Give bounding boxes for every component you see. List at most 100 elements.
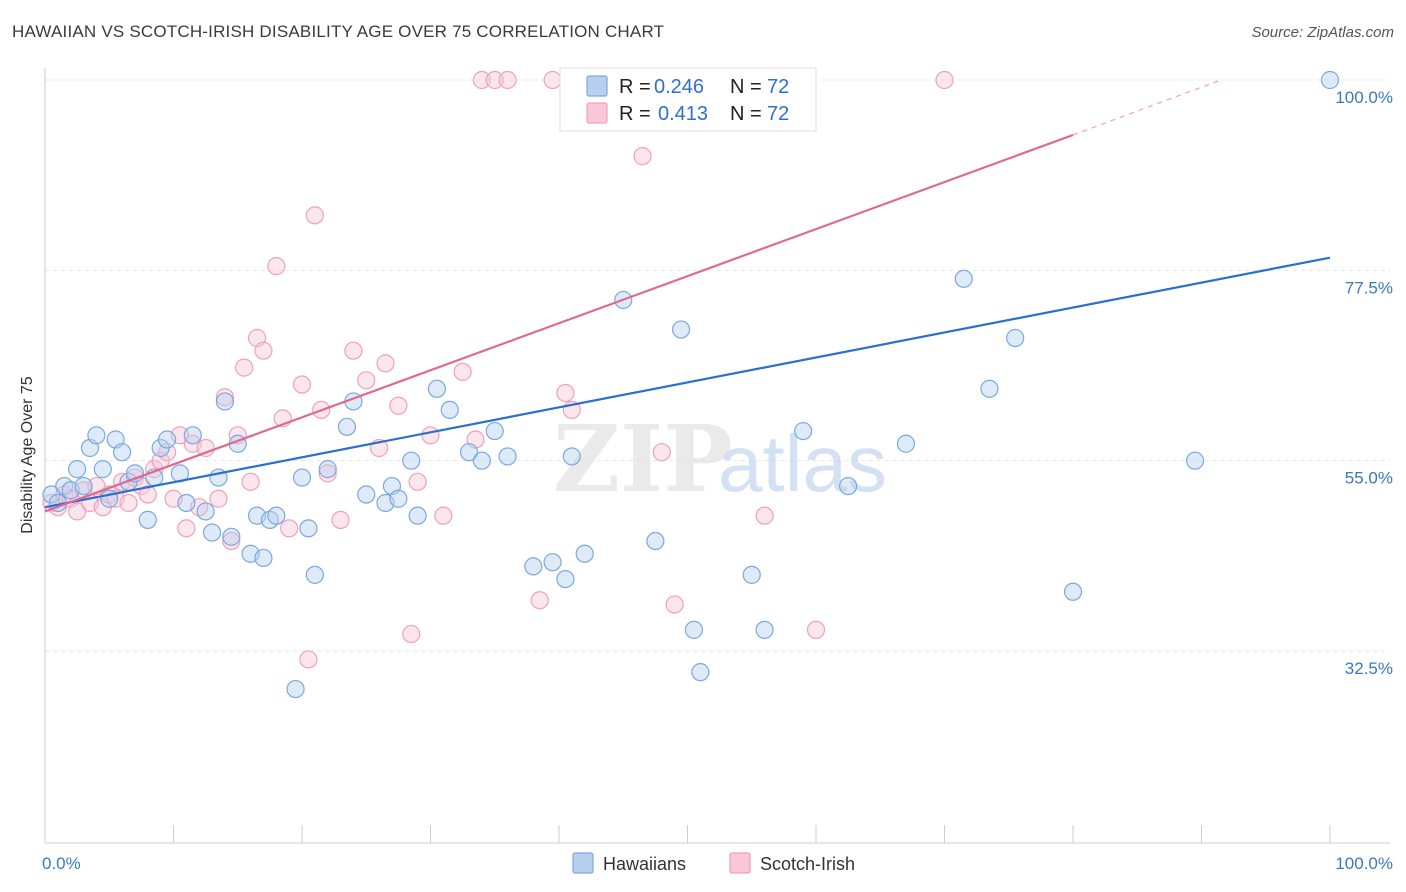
stats-legend-swatch-scotch-irish <box>586 102 608 124</box>
hawaiians-point-29 <box>254 548 273 568</box>
hawaiians-point-11 <box>112 443 132 462</box>
hawaiians-point-55 <box>575 544 594 563</box>
hawaiians-point-58 <box>671 320 691 339</box>
hawaiians-point-34 <box>299 519 318 538</box>
hawaiians-point-5 <box>74 476 93 496</box>
scotch-irish-point-58 <box>556 383 575 403</box>
hawaiians-point-54 <box>562 447 581 466</box>
scotch-irish-point-47 <box>402 624 421 644</box>
scotch-irish-trend-extension <box>1072 79 1221 136</box>
legend-label-scotch-irish: Scotch-Irish <box>760 854 855 874</box>
hawaiians-point-60 <box>691 663 710 682</box>
hawaiians-point-4 <box>68 460 87 479</box>
hawaiians-point-44 <box>408 506 427 525</box>
legend-swatch-scotch-irish <box>729 852 751 874</box>
hawaiians-point-20 <box>183 426 202 445</box>
hawaiians-point-25 <box>222 527 241 546</box>
scotch-irish-point-63 <box>633 147 652 166</box>
hawaiians-points <box>42 70 1340 699</box>
scotch-irish-point-37 <box>299 650 318 669</box>
hawaiians-point-35 <box>305 565 324 584</box>
scotch-irish-point-25 <box>209 489 228 508</box>
hawaiians-point-67 <box>980 379 999 398</box>
legend-label-hawaiians: Hawaiians <box>603 854 686 874</box>
scotch-irish-point-24 <box>196 438 215 458</box>
x-tick-label-start: 0.0% <box>42 854 81 873</box>
source-label: Source: ZipAtlas.com <box>1251 24 1394 41</box>
hawaiians-point-24 <box>215 392 234 411</box>
x-tick-label-end: 100.0% <box>1335 854 1393 873</box>
hawaiians-point-37 <box>337 417 357 436</box>
scotch-irish-point-21 <box>177 519 196 538</box>
hawaiians-point-7 <box>87 426 106 445</box>
hawaiians-trend-line <box>44 256 1331 509</box>
hawaiians-point-32 <box>286 679 305 699</box>
watermark-zip: ZIP <box>553 405 732 513</box>
hawaiians-point-46 <box>440 400 459 420</box>
scotch-irish-point-4 <box>68 502 87 521</box>
hawaiians-point-49 <box>485 421 504 441</box>
stats-legend-n-label-1: N = <box>730 76 762 98</box>
hawaiians-point-63 <box>794 421 813 441</box>
hawaiians-point-47 <box>459 443 479 462</box>
scotch-irish-point-57 <box>543 70 562 90</box>
scotch-irish-point-70 <box>806 620 826 639</box>
trend-lines <box>44 79 1331 513</box>
hawaiians-point-62 <box>755 620 774 639</box>
scotch-irish-point-27 <box>222 531 241 551</box>
scotch-irish-point-56 <box>530 591 549 610</box>
hawaiians-point-52 <box>543 553 562 572</box>
watermark-atlas: atlas <box>718 419 887 508</box>
scotch-irish-point-33 <box>267 257 286 276</box>
scotch-irish-point-69 <box>755 506 774 525</box>
watermark: ZIP atlas <box>553 405 887 513</box>
hawaiians-point-48 <box>472 451 491 470</box>
scotch-irish-point-38 <box>305 206 324 225</box>
scotch-irish-point-32 <box>254 341 273 360</box>
hawaiians-point-43 <box>402 451 421 470</box>
scotch-irish-point-46 <box>389 396 408 415</box>
scotch-irish-point-43 <box>357 371 376 390</box>
scotch-irish-point-30 <box>241 472 260 491</box>
scotch-irish-point-15 <box>138 485 157 504</box>
scotch-irish-point-41 <box>331 510 350 529</box>
scotch-irish-point-26 <box>215 388 234 407</box>
stats-legend: R = 0.246 N = 72 R = 0.413 N = 72 <box>559 67 817 132</box>
hawaiians-point-50 <box>498 447 517 466</box>
chart-title: HAWAIIAN VS SCOTCH-IRISH DISABILITY AGE … <box>12 22 665 41</box>
y-tick-label-0: 100.0% <box>1335 88 1393 107</box>
hawaiians-point-22 <box>202 523 222 542</box>
hawaiians-point-65 <box>896 434 916 453</box>
hawaiians-point-61 <box>742 565 761 584</box>
scotch-irish-point-29 <box>235 358 254 377</box>
scotch-irish-points <box>42 70 954 669</box>
scotch-irish-point-65 <box>665 595 684 614</box>
stats-legend-r-value-1: 0.246 <box>654 76 704 98</box>
scotch-irish-trend-line <box>44 133 1074 513</box>
hawaiians-point-31 <box>267 506 286 525</box>
tick-labels: 100.0% 77.5% 55.0% 32.5% 0.0% 100.0% <box>42 88 1393 873</box>
scotch-irish-point-40 <box>318 464 337 483</box>
hawaiians-point-51 <box>524 557 543 576</box>
scotch-irish-point-55 <box>498 70 517 90</box>
hawaiians-point-53 <box>556 569 575 589</box>
hawaiians-point-71 <box>1320 70 1340 90</box>
hawaiians-point-64 <box>839 476 858 496</box>
scotch-irish-point-51 <box>453 362 472 381</box>
hawaiians-point-45 <box>427 379 447 398</box>
stats-legend-n-value-1: 72 <box>767 76 789 98</box>
hawaiians-point-42 <box>389 489 408 508</box>
stats-legend-r-value-2: 0.413 <box>658 103 708 125</box>
hawaiians-point-69 <box>1063 582 1083 601</box>
hawaiians-point-21 <box>196 502 215 521</box>
hawaiians-point-59 <box>684 620 704 639</box>
scotch-irish-point-71 <box>935 70 954 90</box>
scotch-irish-point-45 <box>376 354 395 373</box>
scotch-irish-point-42 <box>344 341 363 360</box>
hawaiians-point-70 <box>1185 451 1205 470</box>
scotch-irish-point-36 <box>292 375 312 394</box>
hawaiians-point-66 <box>954 269 973 288</box>
scotch-irish-point-64 <box>652 443 671 462</box>
hawaiians-point-68 <box>1006 328 1025 348</box>
